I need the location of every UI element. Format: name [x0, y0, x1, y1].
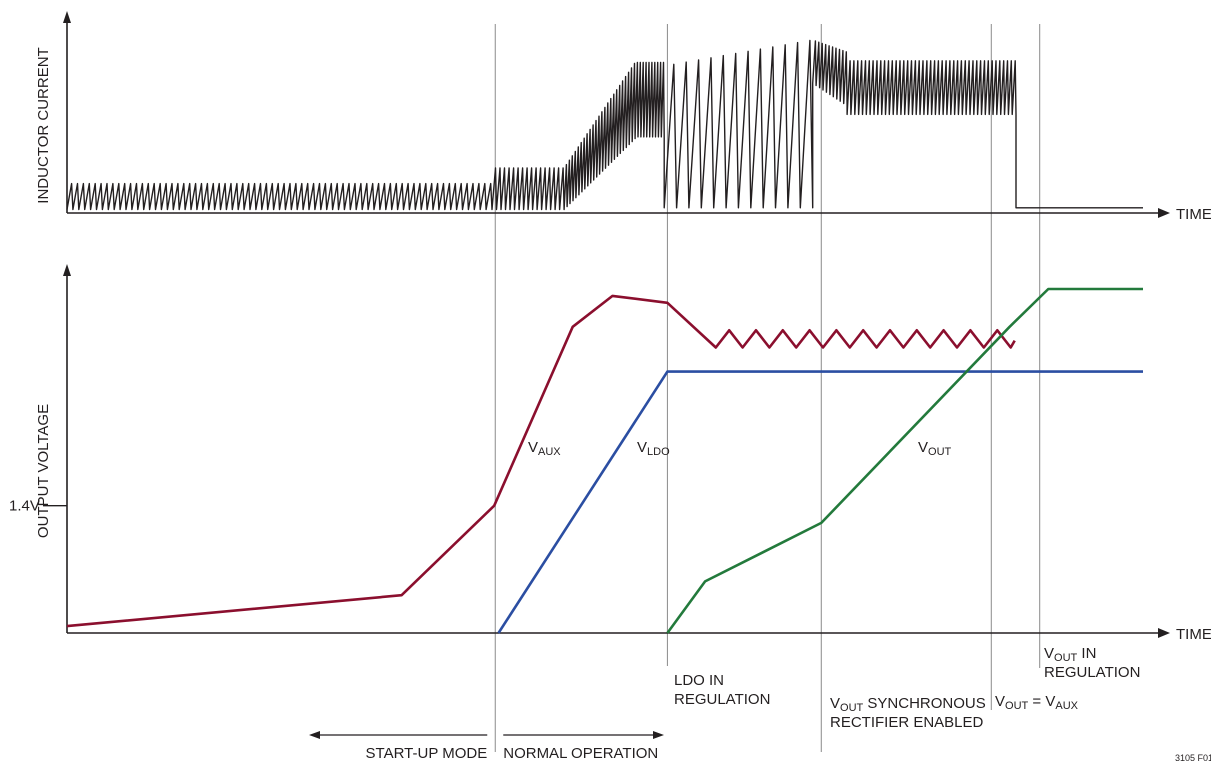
event-label-4-line-1: VOUT IN	[1044, 645, 1096, 664]
event-label-2-line-1: VOUT SYNCHRONOUS	[830, 695, 986, 714]
series-label-aux: VAUX	[528, 439, 561, 458]
event-label-4-line-2: REGULATION	[1044, 664, 1140, 681]
series-aux-line	[66, 294, 1016, 628]
voltage-x-axis-label: TIME	[1176, 626, 1211, 643]
current-y-arrow	[63, 11, 71, 23]
current-x-axis-label: TIME	[1176, 206, 1211, 223]
series-layer	[66, 39, 1143, 634]
normal-operation-label: NORMAL OPERATION	[503, 745, 658, 761]
current-x-arrow	[1158, 208, 1170, 218]
text-layer: INDUCTOR CURRENT OUTPUT VOLTAGE TIME TIME 1.…	[9, 47, 1211, 763]
voltage-y-arrow	[63, 264, 71, 276]
event-label-1-line-1: LDO IN	[674, 672, 724, 689]
voltage-x-arrow	[1158, 628, 1170, 638]
normal-arrow-head	[653, 731, 664, 739]
startup-mode-label: START-UP MODE	[366, 745, 488, 761]
y-tick-label: 1.4V	[9, 498, 40, 515]
voltage-axis-title: OUTPUT VOLTAGE	[35, 404, 52, 538]
series-label-ldo: VLDO	[637, 439, 670, 458]
event-label-3-line-1: VOUT = VAUX	[995, 693, 1079, 712]
series-label-out: VOUT	[918, 439, 952, 458]
startup-arrow-head	[309, 731, 320, 739]
grid-lines	[494, 24, 1041, 752]
figure-id: 3105 F01	[1175, 753, 1211, 761]
series-ldo-line	[497, 370, 1143, 634]
event-label-2-line-2: RECTIFIER ENABLED	[830, 714, 984, 731]
inductor-current-line	[66, 39, 1143, 211]
current-axis-title: INDUCTOR CURRENT	[35, 47, 52, 203]
axes	[43, 11, 1170, 739]
series-out-line	[666, 287, 1143, 634]
event-label-1-line-2: REGULATION	[674, 691, 770, 708]
